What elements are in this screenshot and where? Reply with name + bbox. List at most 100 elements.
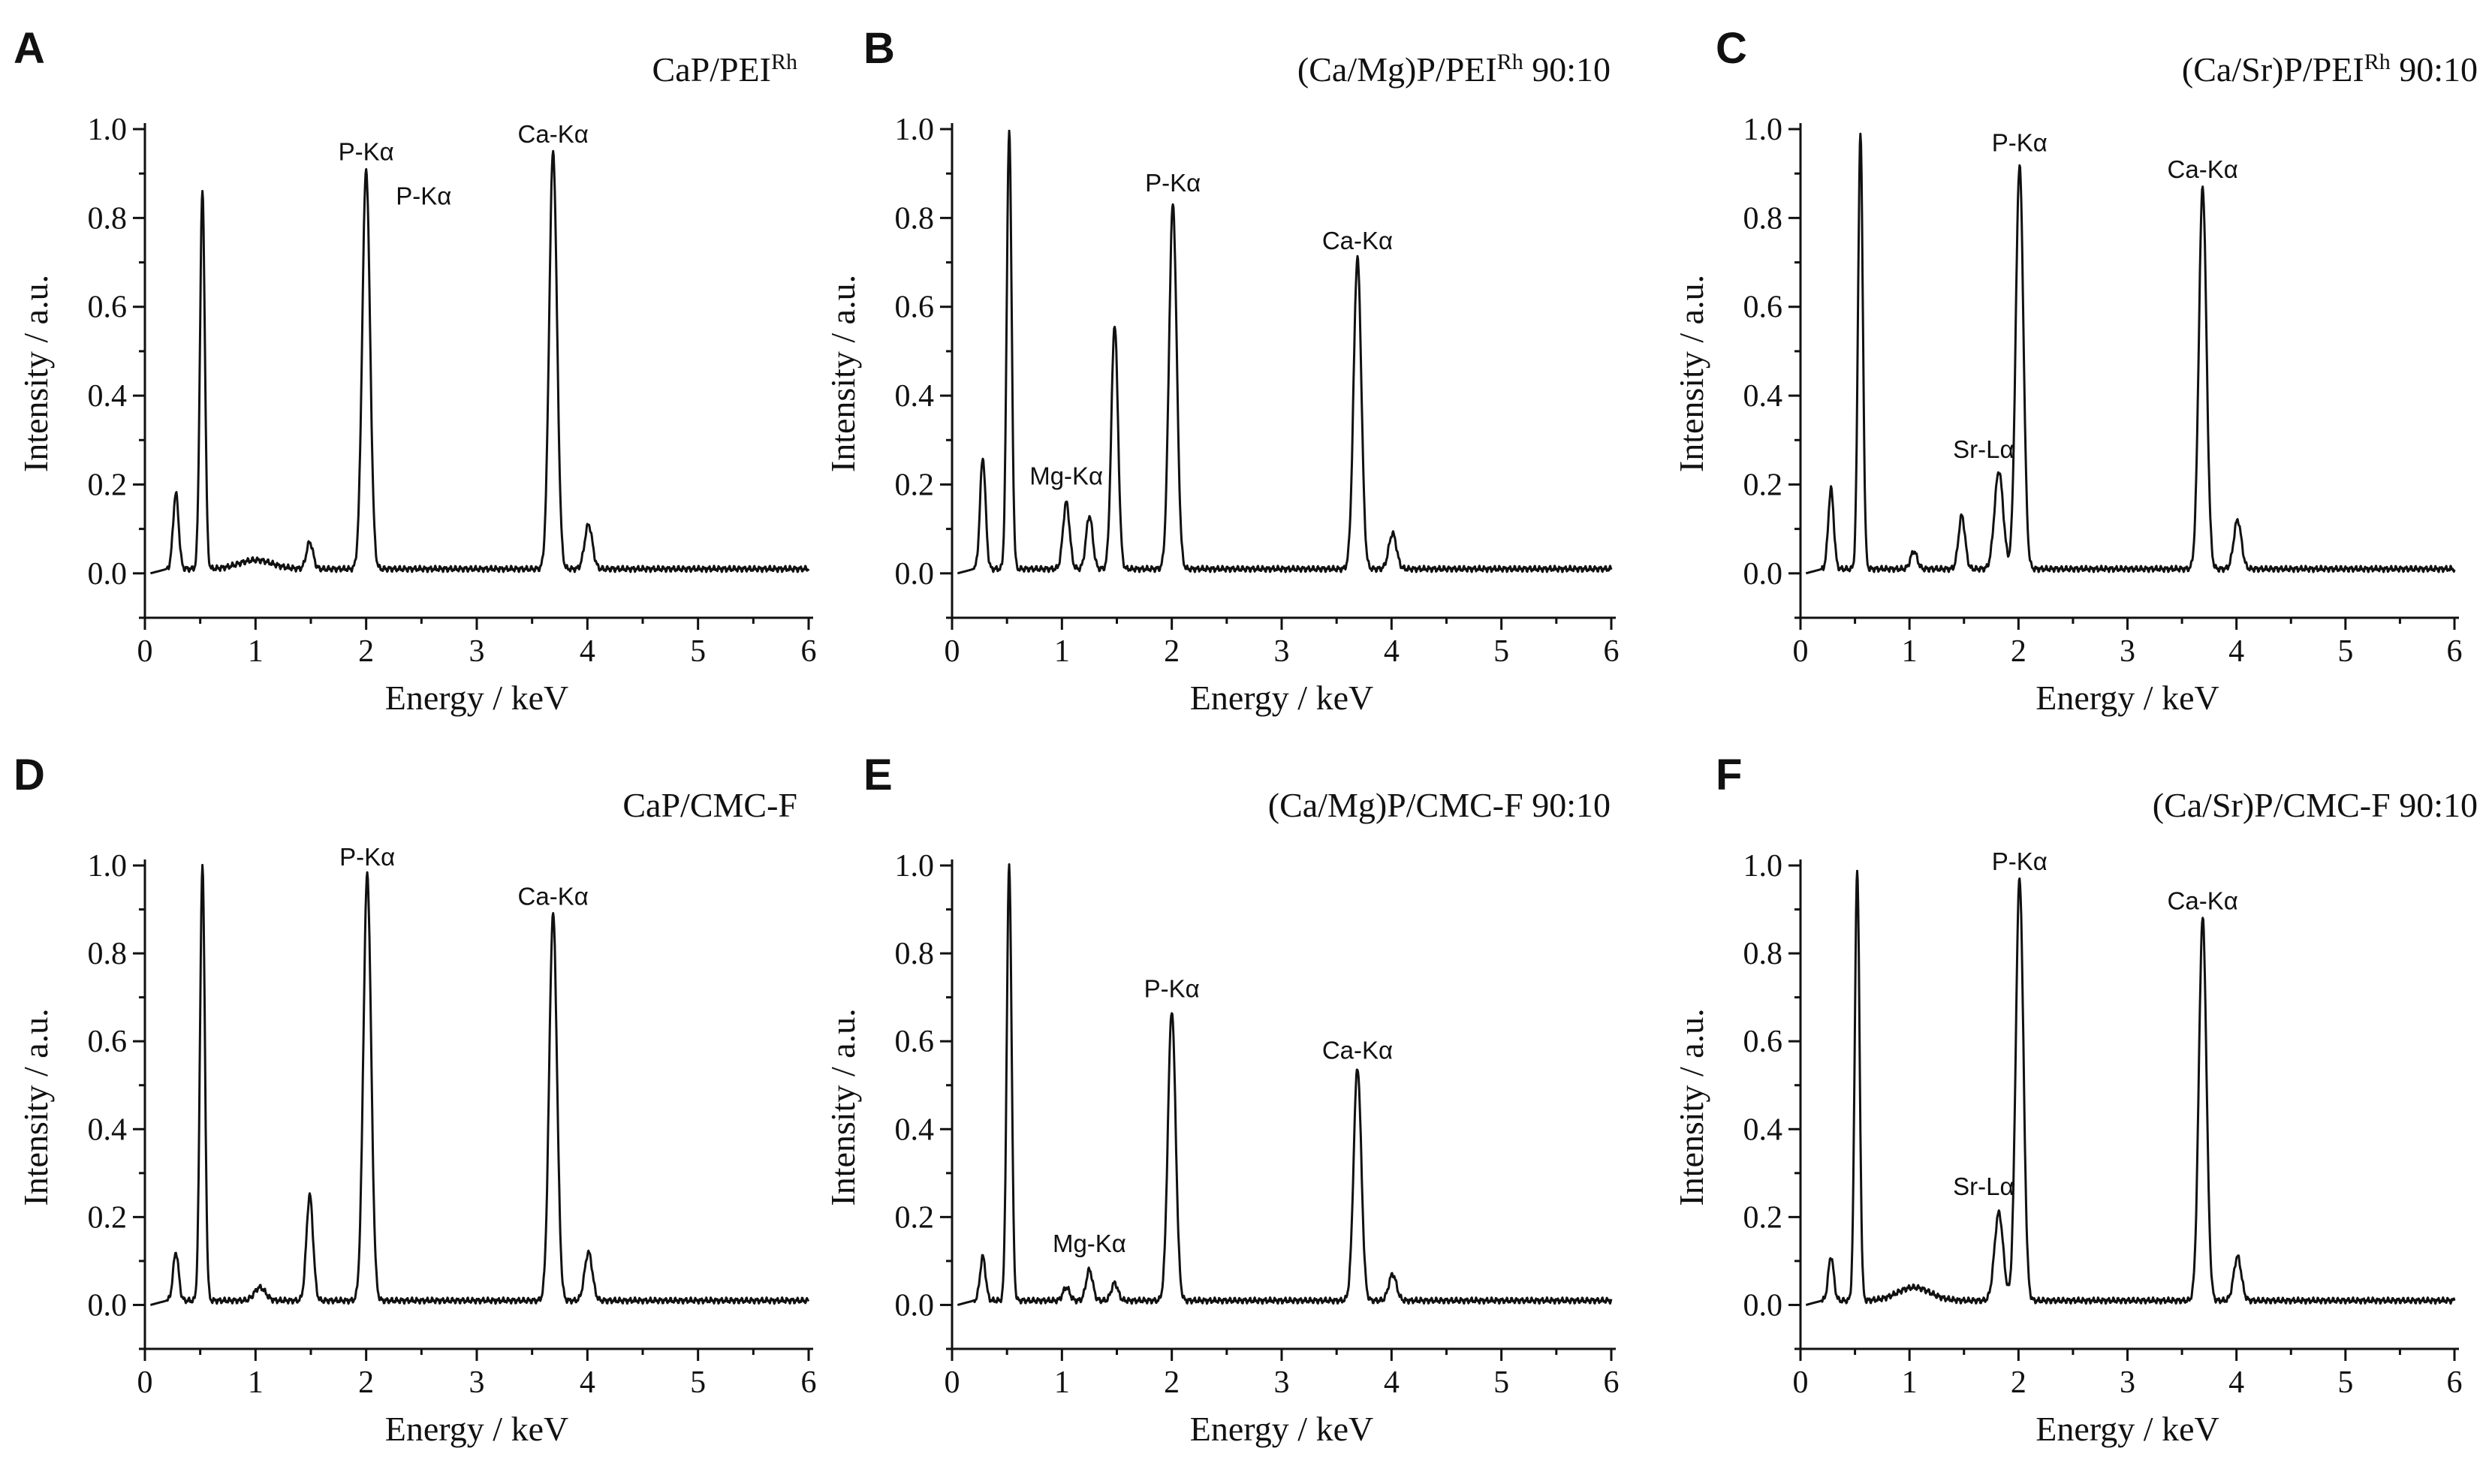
peak-label: P-Kα	[1992, 847, 2048, 875]
spectrum-line	[149, 863, 810, 1306]
peak-label: P-Kα	[339, 843, 395, 871]
y-tick-label: 1.0	[88, 849, 128, 883]
x-tick-label: 5	[1493, 1365, 1509, 1400]
x-axis-label: Energy / keV	[2035, 1410, 2219, 1448]
y-tick-label: 0.4	[88, 379, 128, 414]
x-tick-label: 0	[945, 634, 960, 669]
x-tick-label: 0	[1793, 1365, 1809, 1400]
x-tick-label: 1	[1902, 1365, 1918, 1400]
x-tick-label: 5	[1493, 634, 1509, 669]
title-suffix: 90:10	[1523, 50, 1611, 89]
y-tick-label: 0.8	[895, 201, 935, 236]
x-tick-label: 2	[1164, 1365, 1180, 1400]
peak-label: P-Kα	[1144, 975, 1200, 1003]
x-tick-label: 5	[690, 634, 706, 669]
chart-panel-c: C (Ca/Sr)P/PEIRh 90:10 0.0 0.2 0.4 0.6 0.8 1.0 0…	[1672, 24, 2478, 717]
y-tick-label: 0.6	[895, 1025, 935, 1059]
y-tick-label: 0.0	[1743, 557, 1783, 591]
x-axis-label: Energy / keV	[1190, 679, 1373, 717]
title-superscript: Rh	[2364, 50, 2391, 74]
x-tick-label: 3	[469, 1365, 485, 1400]
peak-label: Sr-Lα	[1953, 435, 2014, 463]
peak-label: Ca-Kα	[1322, 227, 1393, 254]
title-text: (Ca/Sr)P/PEI	[2182, 50, 2364, 89]
x-tick-label: 1	[1054, 1365, 1070, 1400]
title-suffix: 90:10	[2391, 50, 2478, 89]
panel-title: CaP/CMC-F	[622, 786, 797, 824]
x-tick-label: 0	[137, 634, 153, 669]
x-tick-label: 3	[1274, 634, 1290, 669]
x-tick-label: 4	[580, 634, 595, 669]
x-tick-label: 3	[2120, 1365, 2135, 1400]
y-tick-label: 0.2	[895, 468, 935, 502]
y-tick-label: 0.0	[88, 1288, 128, 1323]
x-tick-label: 6	[1604, 1365, 1620, 1400]
y-tick-label: 0.0	[895, 1288, 935, 1323]
peak-label: P-Kα	[396, 182, 451, 210]
x-tick-label: 2	[2011, 1365, 2026, 1400]
panel-letter: A	[14, 24, 45, 73]
x-tick-label: 4	[2228, 1365, 2244, 1400]
x-axis-label: Energy / keV	[1190, 1410, 1373, 1448]
y-tick-label: 0.0	[88, 557, 128, 591]
y-tick-label: 0.0	[1743, 1288, 1783, 1323]
x-tick-label: 5	[2337, 634, 2353, 669]
x-tick-label: 0	[137, 1365, 153, 1400]
x-tick-label: 3	[1274, 1365, 1290, 1400]
title-superscript: Rh	[771, 50, 797, 74]
title-text: CaP/CMC-F	[622, 786, 797, 824]
spectrum-line	[957, 863, 1613, 1306]
panel-letter: B	[863, 24, 895, 73]
peak-label: Ca-Kα	[2168, 155, 2238, 183]
y-tick-label: 0.8	[1743, 937, 1783, 971]
x-tick-label: 6	[2447, 634, 2463, 669]
y-axis-label: Intensity / a.u.	[17, 275, 55, 472]
chart-panel-d: D CaP/CMC-F 0.0 0.2 0.4 0.6 0.8 1.0 0 1 2 3 4 5 6 Energ…	[14, 751, 817, 1448]
y-tick-label: 0.4	[1743, 1112, 1783, 1147]
spectrum-line	[1805, 869, 2456, 1306]
x-tick-label: 6	[801, 1365, 817, 1400]
y-tick-label: 0.8	[88, 937, 128, 971]
y-tick-label: 0.4	[88, 1112, 128, 1147]
peak-label: Mg-Kα	[1053, 1230, 1126, 1257]
x-axis-label: Energy / keV	[385, 679, 568, 717]
spectrum-line	[957, 129, 1613, 575]
title-text: (Ca/Mg)P/PEI	[1297, 50, 1497, 89]
panel-title: (Ca/Sr)P/PEIRh 90:10	[2182, 50, 2478, 89]
panel-letter: D	[14, 751, 45, 799]
y-tick-label: 0.0	[895, 557, 935, 591]
x-tick-label: 6	[801, 634, 817, 669]
peak-label: Sr-Lα	[1953, 1172, 2014, 1200]
panel-title: CaP/PEIRh	[652, 50, 797, 89]
x-tick-label: 1	[248, 634, 264, 669]
y-axis-label: Intensity / a.u.	[824, 1008, 862, 1206]
x-axis-label: Energy / keV	[2035, 679, 2219, 717]
x-axis-label: Energy / keV	[385, 1410, 568, 1448]
y-axis-label: Intensity / a.u.	[17, 1008, 55, 1206]
x-tick-label: 1	[1054, 634, 1070, 669]
y-tick-label: 0.4	[895, 1112, 935, 1147]
panel-title: (Ca/Sr)P/CMC-F 90:10	[2153, 786, 2478, 824]
peak-label: Ca-Kα	[1322, 1037, 1393, 1064]
x-tick-label: 0	[1793, 634, 1809, 669]
x-tick-label: 0	[945, 1365, 960, 1400]
chart-panel-f: F (Ca/Sr)P/CMC-F 90:10 0.0 0.2 0.4 0.6 0.8 1.0 0…	[1672, 751, 2478, 1448]
y-tick-label: 0.6	[1743, 290, 1783, 325]
title-text: CaP/PEI	[652, 50, 771, 89]
x-tick-label: 4	[1384, 634, 1400, 669]
x-tick-label: 1	[1902, 634, 1918, 669]
title-superscript: Rh	[1497, 50, 1523, 74]
x-tick-label: 2	[358, 634, 374, 669]
x-tick-label: 3	[469, 634, 485, 669]
x-tick-label: 2	[2011, 634, 2026, 669]
peak-label: Ca-Kα	[518, 883, 589, 911]
y-tick-label: 1.0	[895, 113, 935, 147]
panel-title: (Ca/Mg)P/PEIRh 90:10	[1297, 50, 1611, 89]
x-tick-label: 1	[248, 1365, 264, 1400]
title-text: (Ca/Mg)P/CMC-F 90:10	[1268, 786, 1611, 824]
peak-label: P-Kα	[339, 137, 394, 165]
x-tick-label: 4	[1384, 1365, 1400, 1400]
chart-panel-a: A CaP/PEIRh 0.0 0.2 0.4 0.6 0.8 1.0 0 1 2 3 4 5 6 Energ…	[14, 24, 817, 717]
x-tick-label: 2	[358, 1365, 374, 1400]
